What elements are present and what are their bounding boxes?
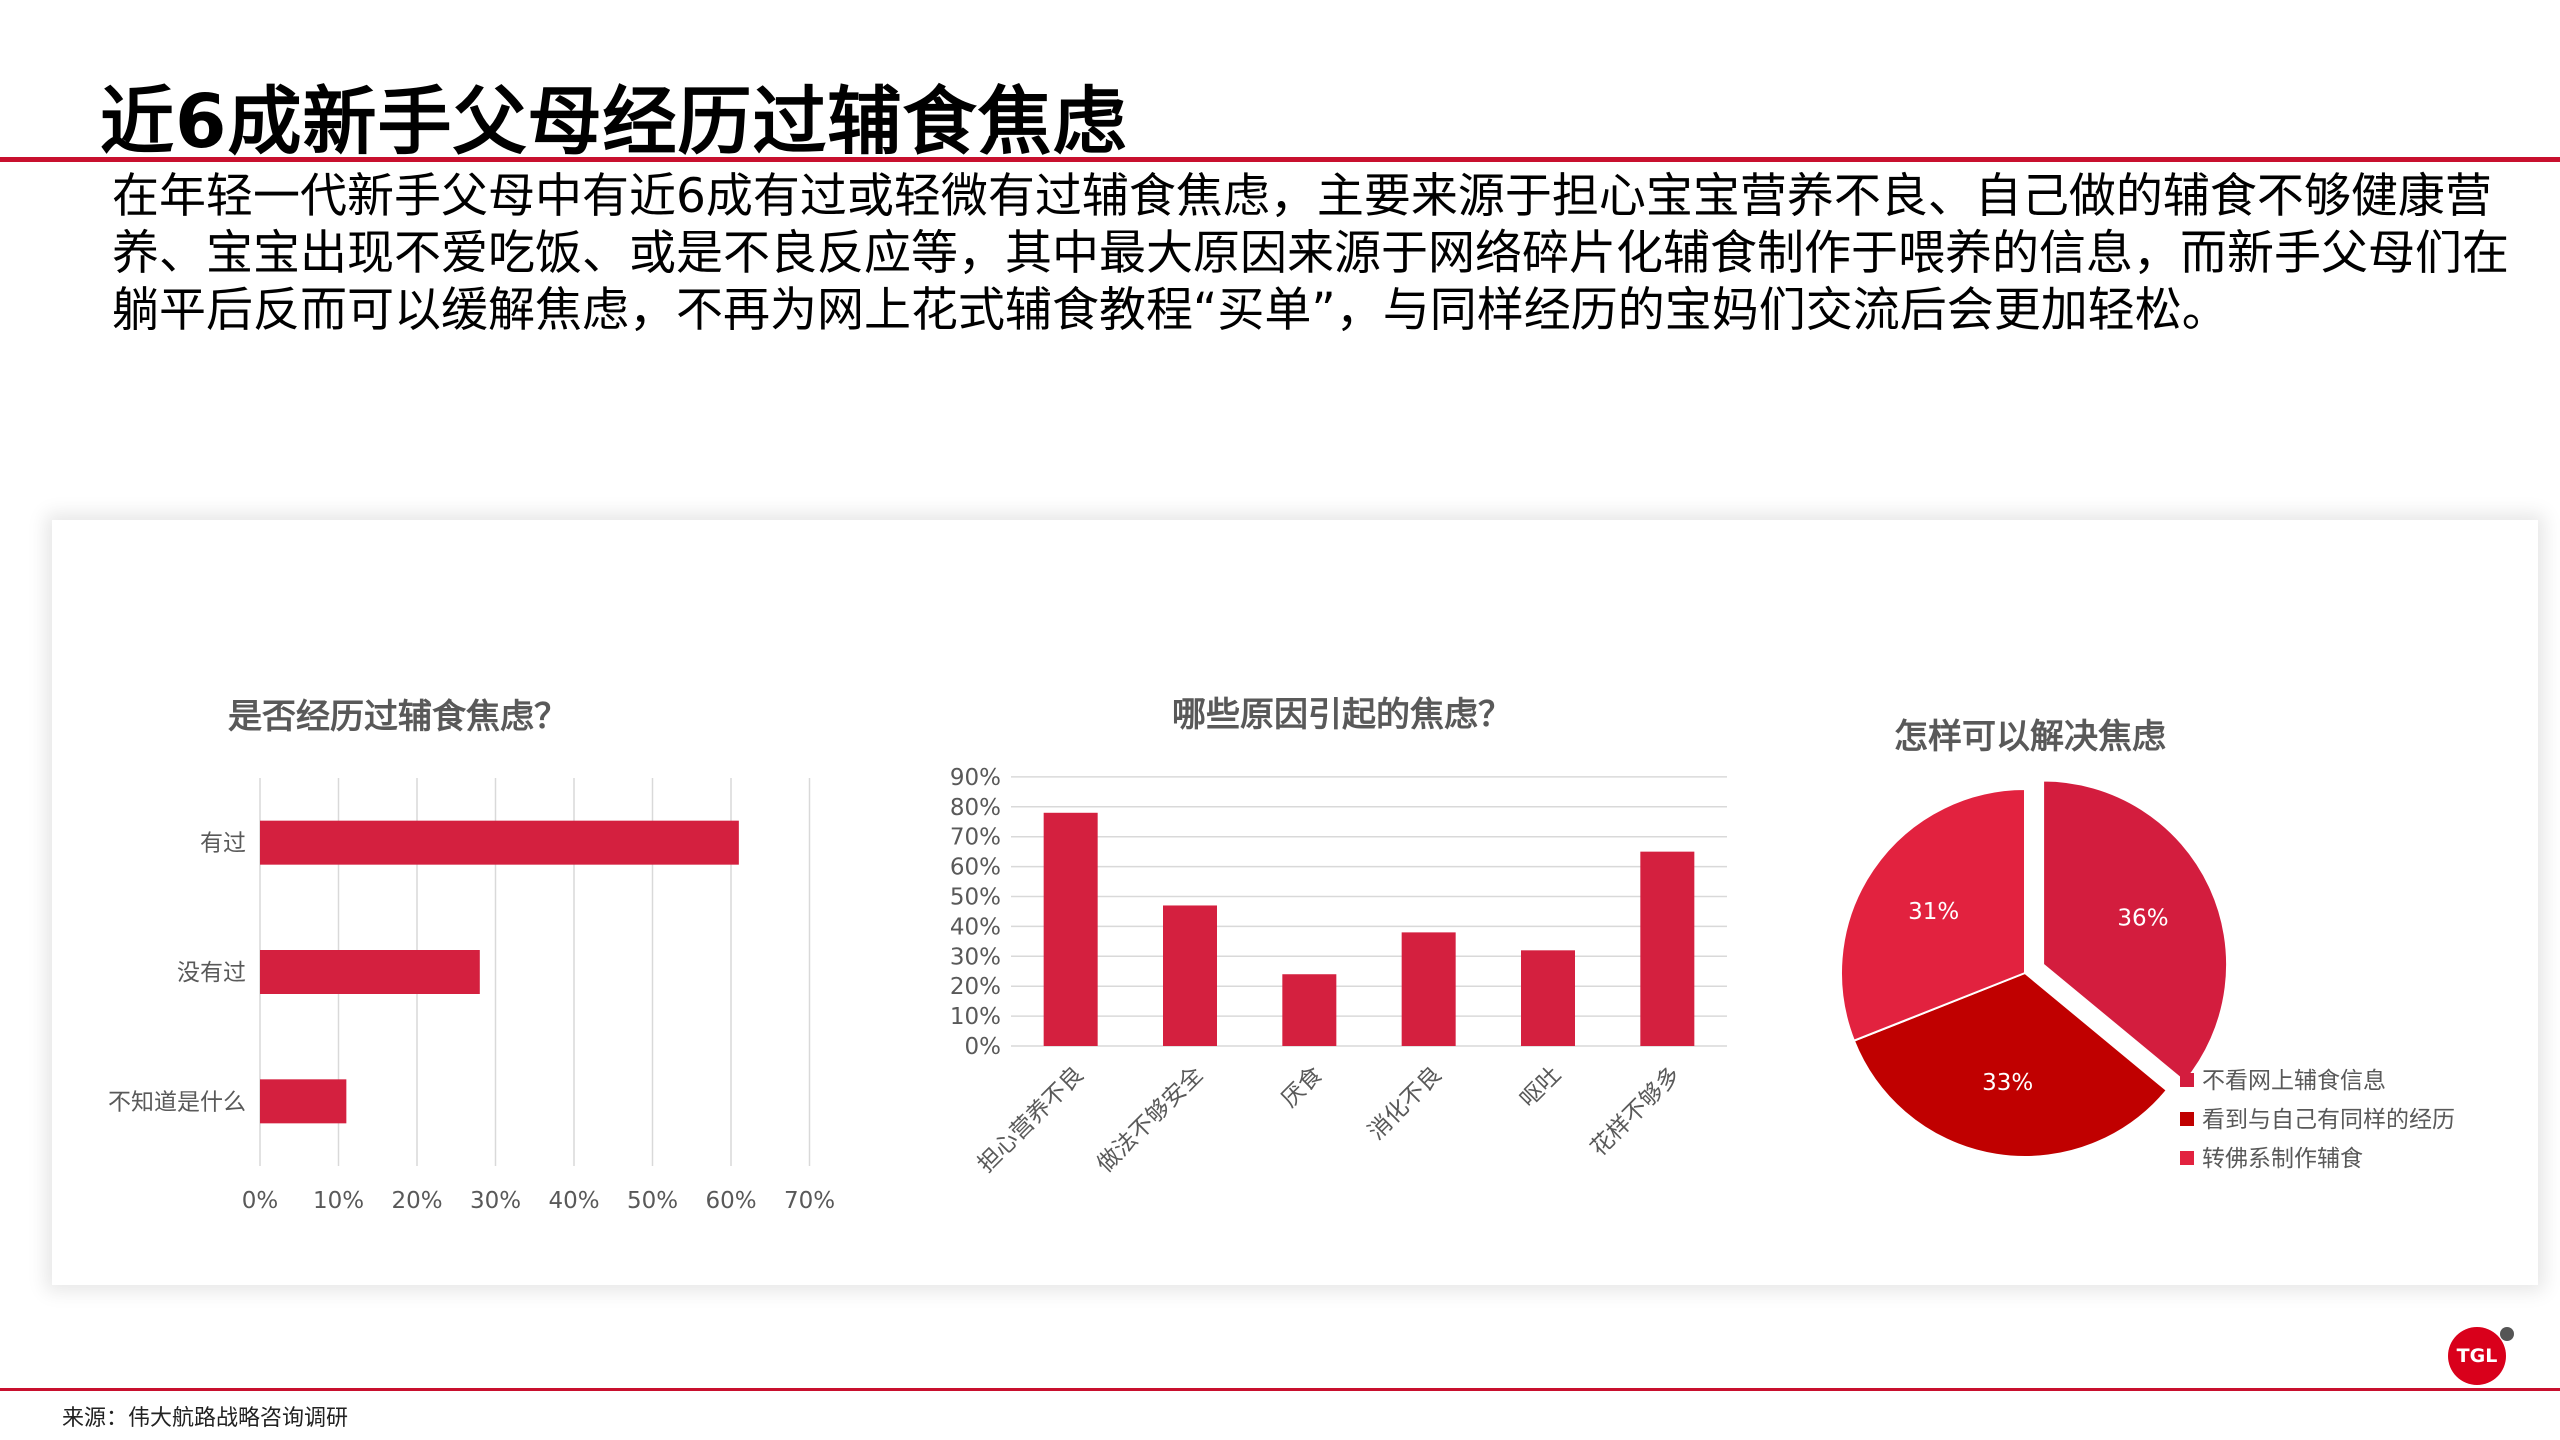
charts-canvas: 是否经历过辅食焦虑？ 0% 10% 20% 30% 40% 50% 60% 70% 有过没有过不知…	[108, 695, 2455, 1214]
x-tick-label: 20%	[391, 1188, 442, 1214]
category-label: 呕吐	[1515, 1062, 1566, 1113]
y-tick-label: 40%	[950, 914, 1001, 940]
y-tick-label: 10%	[950, 1004, 1001, 1030]
bar	[260, 950, 480, 994]
chart-panel: 是否经历过辅食焦虑？ 0% 10% 20% 30% 40% 50% 60% 70% 有过没有过不知…	[52, 520, 2538, 1285]
bar	[1640, 851, 1695, 1046]
category-label: 不知道是什么	[108, 1089, 246, 1115]
slice-label: 31%	[1908, 899, 1959, 925]
category-label: 做法不够安全	[1092, 1062, 1208, 1178]
y-tick-label: 50%	[950, 885, 1001, 911]
footer-divider	[0, 1388, 2560, 1391]
x-tick-label: 70%	[784, 1188, 835, 1214]
bar	[1163, 905, 1217, 1046]
chart-anxiety-causes: 哪些原因引起的焦虑？ 0% 10% 20% 30% 40% 50% 60% 70% 80% 90% 担…	[950, 695, 1727, 1178]
y-tick-label: 30%	[950, 944, 1001, 970]
chart-title: 哪些原因引起的焦虑？	[1172, 695, 1512, 735]
legend-label: 转佛系制作辅食	[2202, 1146, 2363, 1172]
chart-title: 怎样可以解决焦虑	[1894, 717, 2166, 757]
x-tick-label: 30%	[470, 1188, 521, 1214]
x-tick-label: 0%	[242, 1188, 279, 1214]
bar	[260, 1079, 347, 1124]
x-tick-label: 50%	[627, 1188, 678, 1214]
legend-swatch	[2180, 1151, 2194, 1165]
chart-anxiety-solutions: 怎样可以解决焦虑 36% 33% 31% 不看网上辅食信息看到与自己有同样的经历转佛系制…	[1840, 717, 2455, 1172]
pie-slice	[1852, 971, 2169, 1158]
bar	[1521, 950, 1575, 1046]
x-tick-label: 10%	[313, 1188, 364, 1214]
y-tick-label: 0%	[965, 1034, 1002, 1060]
bar	[1401, 932, 1456, 1046]
slice-label: 36%	[2117, 905, 2168, 931]
bar	[1043, 812, 1098, 1046]
y-tick-label: 20%	[950, 974, 1001, 1000]
chart-anxiety-experience: 是否经历过辅食焦虑？ 0% 10% 20% 30% 40% 50% 60% 70% 有过没有过不知…	[108, 697, 835, 1214]
title-divider	[0, 157, 2560, 162]
legend-swatch	[2180, 1112, 2194, 1126]
y-tick-label: 70%	[950, 825, 1001, 851]
chart-title: 是否经历过辅食焦虑？	[228, 697, 568, 737]
category-label: 有过	[200, 831, 246, 857]
y-tick-label: 90%	[950, 765, 1001, 791]
legend-label: 看到与自己有同样的经历	[2202, 1107, 2455, 1133]
bar	[260, 820, 739, 865]
x-tick-label: 60%	[705, 1188, 756, 1214]
slice-label: 33%	[1982, 1070, 2033, 1096]
category-label: 没有过	[177, 960, 246, 986]
category-label: 消化不良	[1363, 1062, 1446, 1145]
source-note: 来源：伟大航路战略咨询调研	[62, 1406, 349, 1431]
legend-swatch	[2180, 1073, 2194, 1087]
category-label: 担心营养不良	[973, 1062, 1089, 1178]
y-tick-label: 80%	[950, 795, 1001, 821]
pie-slice	[2042, 779, 2229, 1084]
category-label: 厌食	[1277, 1062, 1328, 1113]
bar	[1282, 974, 1337, 1046]
logo-dot-icon	[2500, 1327, 2514, 1341]
y-tick-label: 60%	[950, 855, 1001, 881]
summary-paragraph: 在年轻一代新手父母中有近6成有过或轻微有过辅食焦虑，主要来源于担心宝宝营养不良、…	[112, 169, 2509, 338]
page-title: 近6成新手父母经历过辅食焦虑	[100, 79, 1128, 165]
x-tick-label: 40%	[548, 1188, 599, 1214]
category-label: 花样不够多	[1586, 1062, 1686, 1162]
legend-label: 不看网上辅食信息	[2202, 1068, 2386, 1094]
tgl-logo: TGL	[2448, 1327, 2506, 1385]
pie-slice	[1840, 787, 2026, 1043]
